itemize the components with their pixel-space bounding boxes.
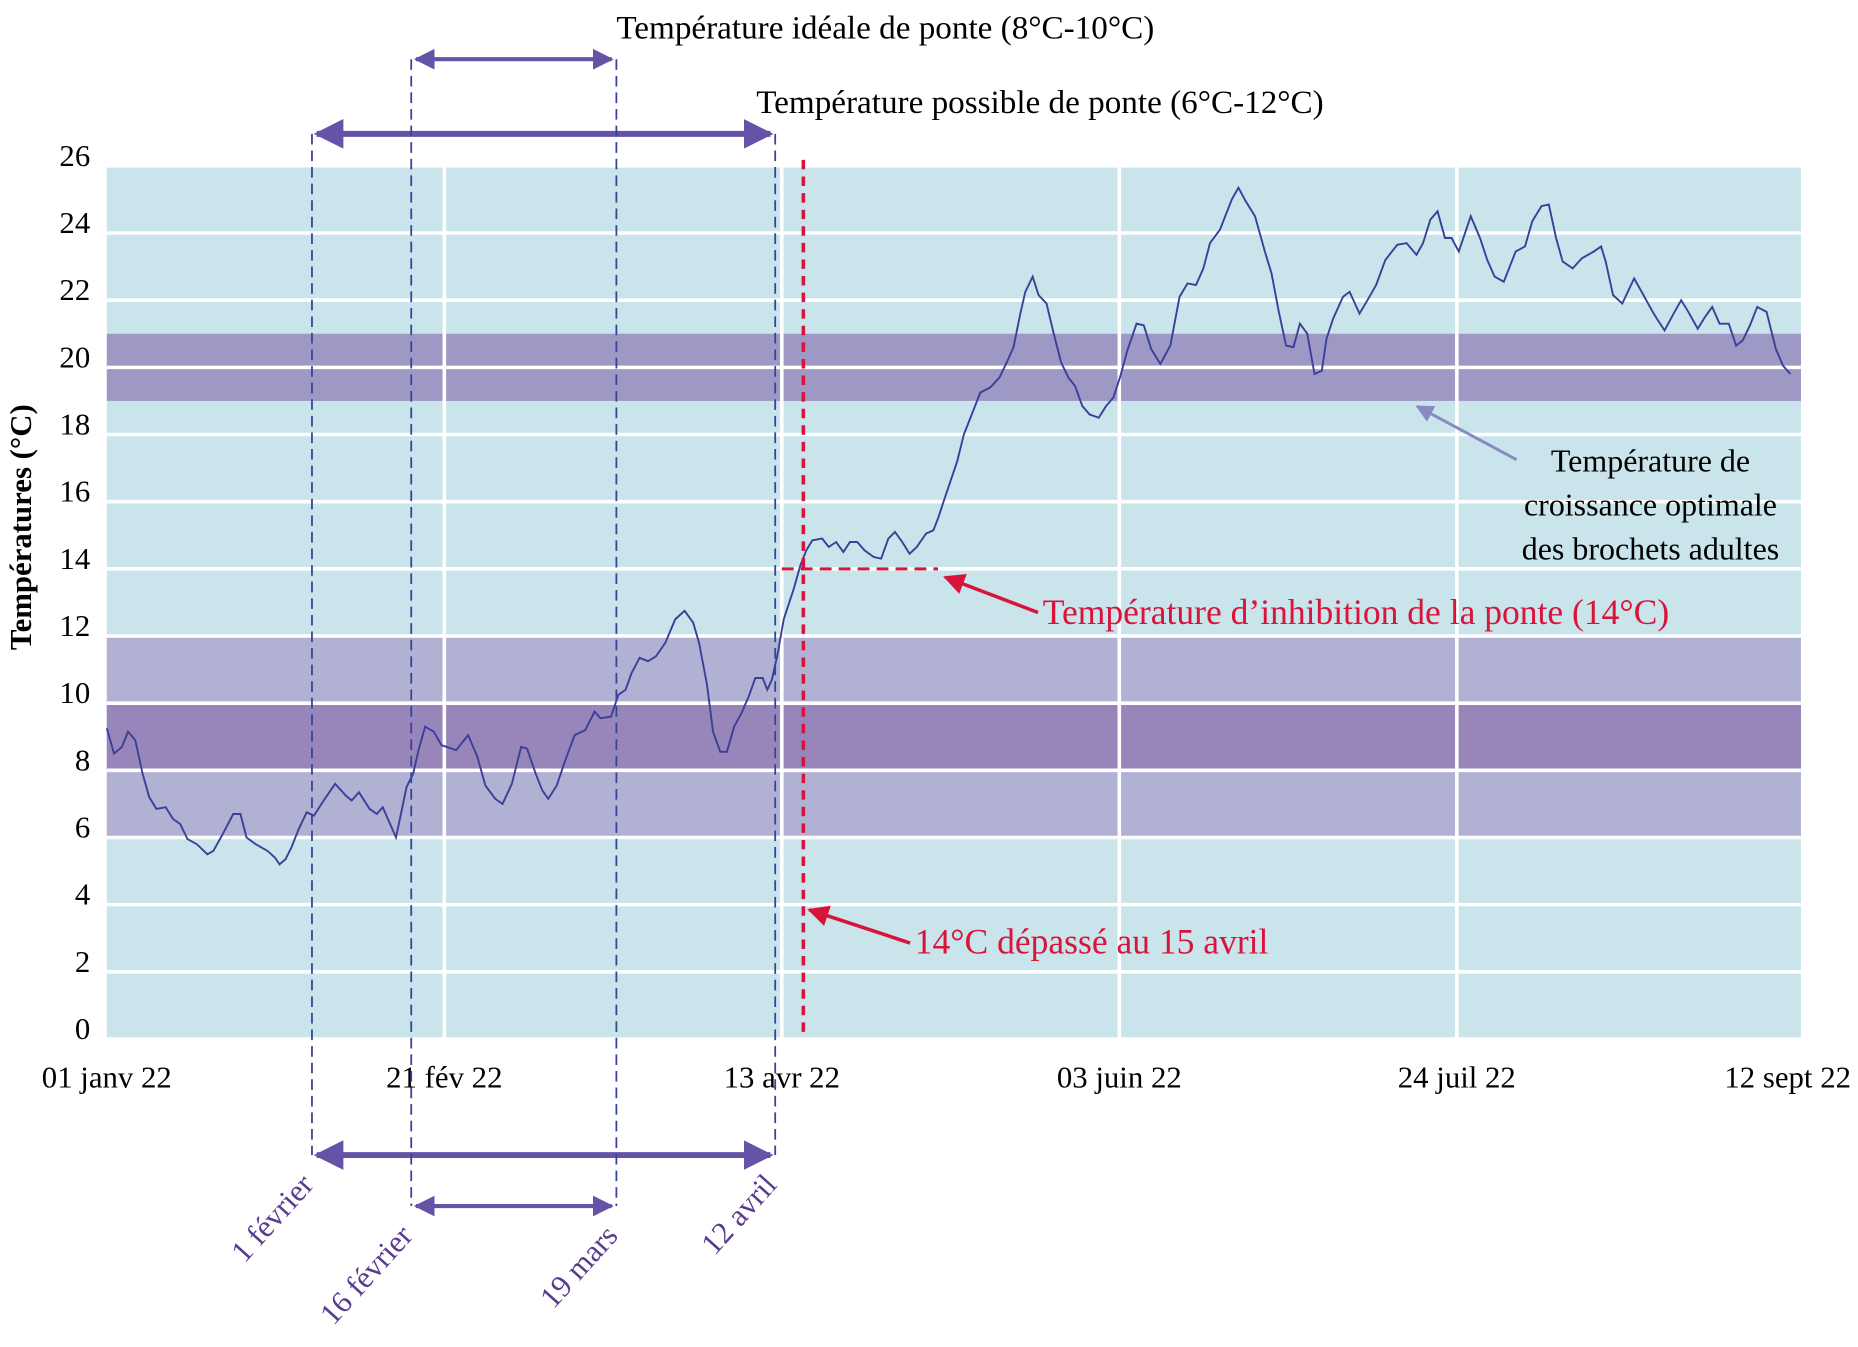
temperature-line [105,185,1792,866]
y-tick-label: 24 [59,206,90,240]
x-tick-label: 12 sept 22 [1724,1061,1851,1095]
span-label: Température idéale de ponte (8°C-10°C) [616,9,1154,46]
y-tick-label: 4 [75,878,90,912]
y-tick-label: 22 [59,273,90,307]
x-tick-label: 21 fév 22 [386,1061,502,1095]
crossing-label: 14°C dépassé au 15 avril [915,922,1269,962]
y-tick-label: 26 [59,139,90,173]
y-tick-label: 12 [59,609,90,643]
y-tick-label: 8 [75,743,90,777]
date-label: 1 février [224,1168,320,1269]
y-tick-label: 10 [59,676,90,710]
date-label: 12 avril [694,1168,783,1261]
band-pointer [1415,405,1518,461]
band-label: des brochets adultes [1522,531,1779,566]
date-label: 19 mars [533,1219,624,1315]
plot-area [106,165,1801,1039]
band [106,703,1801,771]
y-tick-label: 6 [75,810,90,844]
band-label: croissance optimale [1524,488,1777,523]
crossing-pointer [807,905,911,945]
y-tick-label: 2 [75,945,90,979]
threshold-label: Température d’inhibition de la ponte (14… [1043,592,1669,632]
x-tick-label: 24 juil 22 [1398,1061,1516,1095]
x-tick-label: 01 janv 22 [42,1061,172,1095]
date-label: 16 février [313,1219,419,1331]
y-tick-label: 0 [75,1012,90,1046]
x-tick-label: 03 juin 22 [1057,1061,1182,1095]
x-tick-label: 13 avr 22 [724,1061,840,1095]
y-tick-label: 14 [59,542,90,576]
y-tick-label: 16 [59,475,90,509]
band-label: Température de [1551,444,1750,479]
y-axis-label: Températures (°C) [4,404,38,650]
span-label: Température possible de ponte (6°C-12°C) [756,84,1323,121]
threshold-pointer [943,573,1039,615]
y-tick-label: 18 [59,407,90,441]
y-tick-label: 20 [59,340,90,374]
